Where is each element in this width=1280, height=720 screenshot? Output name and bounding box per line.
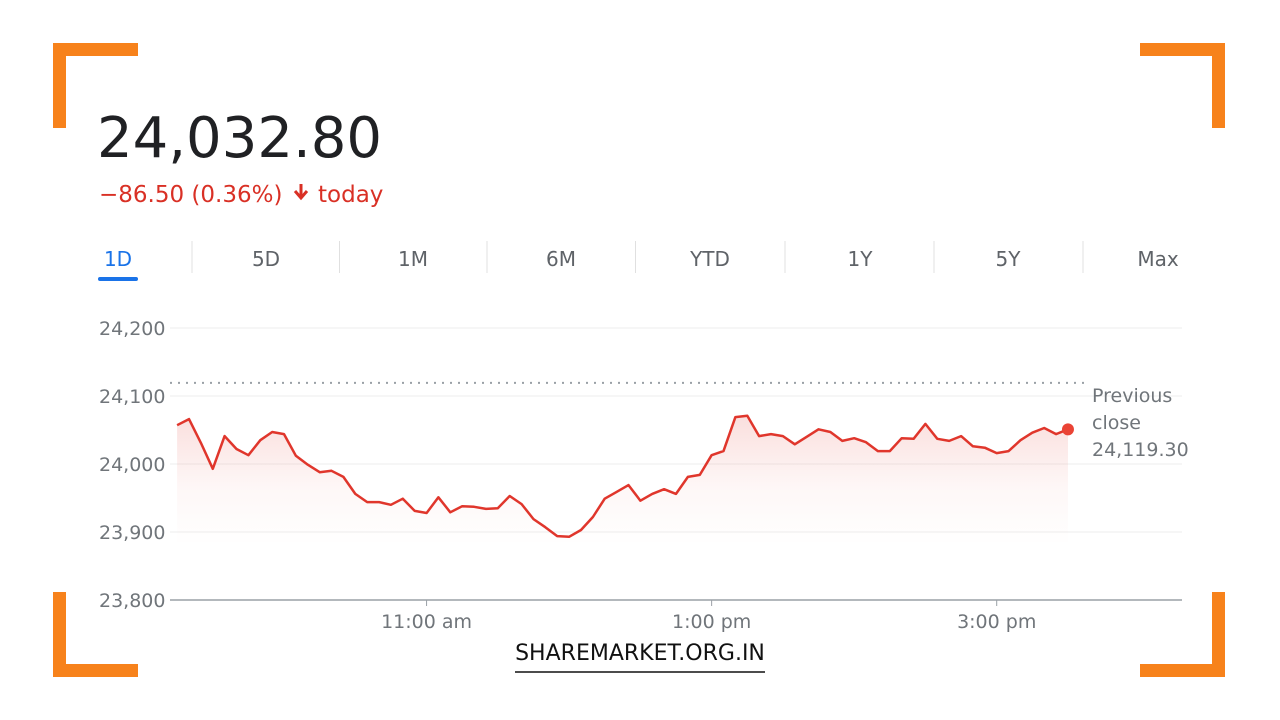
down-arrow bbox=[293, 184, 309, 201]
y-tick-label: 23,900 bbox=[99, 522, 165, 544]
tab[interactable]: 5D bbox=[252, 247, 280, 271]
last-point bbox=[1061, 423, 1074, 436]
previous-close: Previous close 24,119.30 bbox=[1092, 383, 1189, 464]
period: today bbox=[318, 182, 383, 208]
tab[interactable]: 1D bbox=[104, 247, 132, 271]
footer: SHAREMARKET.ORG.IN bbox=[515, 641, 765, 666]
tab[interactable]: YTD bbox=[689, 247, 730, 271]
tab-bar: 1D 5D 1M 6M YTD 1Y 5Y Max bbox=[98, 241, 1179, 281]
x-tick-label: 1:00 pm bbox=[672, 611, 751, 633]
tab[interactable]: 5Y bbox=[996, 247, 1022, 271]
previous-close-label: Previous close bbox=[1092, 385, 1173, 434]
price: 24,032.80 bbox=[97, 106, 382, 171]
y-tick-label: 24,200 bbox=[99, 318, 165, 340]
tab-underline bbox=[98, 277, 138, 281]
y-tick-label: 23,800 bbox=[99, 590, 165, 612]
y-tick-label: 24,000 bbox=[99, 454, 165, 476]
change: −86.50 (0.36%) bbox=[99, 182, 282, 208]
tab[interactable]: 6M bbox=[546, 247, 576, 271]
x-tick-label: 3:00 pm bbox=[957, 611, 1036, 633]
previous-close-value: 24,119.30 bbox=[1092, 439, 1189, 461]
tab[interactable]: Max bbox=[1137, 247, 1179, 271]
y-tick-label: 24,100 bbox=[99, 386, 165, 408]
area bbox=[177, 415, 1069, 546]
tab[interactable]: 1M bbox=[398, 247, 428, 271]
corner-brackets bbox=[53, 43, 1225, 677]
tab[interactable]: 1Y bbox=[848, 247, 874, 271]
price-line bbox=[176, 414, 1069, 539]
x-tick-label: 11:00 am bbox=[381, 611, 472, 633]
